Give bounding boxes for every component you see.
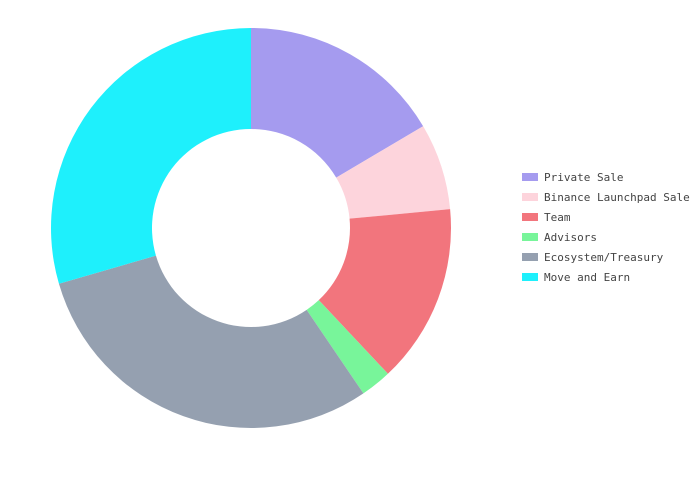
legend-label: Private Sale [544,171,623,184]
legend-swatch [522,233,538,241]
legend-item-private-sale[interactable]: Private Sale [522,171,623,184]
legend-swatch [522,273,538,281]
legend-item-team[interactable]: Team [522,211,571,224]
slice-advisors[interactable] [306,300,388,394]
legend-swatch [522,173,538,181]
legend-swatch [522,213,538,221]
legend-swatch [522,253,538,261]
legend-item-binance-launchpad-sale[interactable]: Binance Launchpad Sale [522,191,690,204]
legend-item-move-and-earn[interactable]: Move and Earn [522,271,630,284]
legend-label: Advisors [544,231,597,244]
donut-slices [50,28,451,428]
legend-label: Ecosystem/Treasury [544,251,664,264]
chart-legend: Private Sale Binance Launchpad Sale Team Ad… [522,171,690,284]
legend-item-advisors[interactable]: Advisors [522,231,597,244]
legend-item-ecosystem-treasury[interactable]: Ecosystem/Treasury [522,251,664,264]
slice-private-sale[interactable] [251,28,424,178]
slice-team[interactable] [318,209,451,374]
slice-ecosystem-treasury[interactable] [58,255,364,428]
legend-label: Binance Launchpad Sale [544,191,690,204]
slice-move-and-earn[interactable] [50,28,251,284]
legend-label: Team [544,211,571,224]
legend-label: Move and Earn [544,271,630,284]
legend-swatch [522,193,538,201]
slice-binance-launchpad-sale[interactable] [336,126,451,219]
